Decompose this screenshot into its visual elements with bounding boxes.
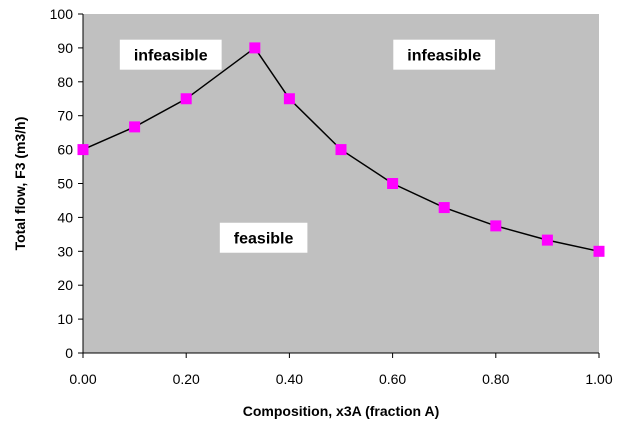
x-tick-label: 0.80 [482, 371, 509, 387]
data-point-marker [180, 93, 192, 105]
region-label-box [119, 39, 222, 70]
x-tick-label: 0.00 [69, 371, 96, 387]
region-label-box [393, 39, 496, 70]
y-tick-label: 40 [57, 209, 73, 225]
series-markers [77, 42, 605, 257]
region-labels: infeasible infeasible feasible [119, 39, 496, 253]
region-label: infeasible [393, 39, 496, 70]
y-tick-label: 90 [57, 40, 73, 56]
data-point-marker [593, 245, 605, 257]
data-point-marker [438, 202, 450, 214]
x-tick-label: 1.00 [585, 371, 612, 387]
region-label-text: feasible [234, 231, 294, 248]
y-tick-label: 20 [57, 277, 73, 293]
plot-area [83, 14, 599, 353]
x-axis-ticks: 0.00 0.20 0.40 0.60 0.80 1.00 [69, 353, 613, 387]
region-label: feasible [219, 222, 308, 253]
y-axis-ticks: 0 10 20 30 40 50 60 70 80 90 100 [50, 6, 83, 361]
y-axis-title: Total flow, F3 (m3/h) [12, 117, 28, 251]
data-point-marker [490, 220, 502, 232]
data-point-marker [129, 121, 141, 133]
x-tick-label: 0.20 [173, 371, 200, 387]
data-point-marker [541, 234, 553, 246]
data-point-marker [77, 144, 89, 156]
region-label-box [219, 222, 308, 253]
x-axis-title: Composition, x3A (fraction A) [243, 403, 440, 419]
y-tick-label: 100 [50, 6, 74, 22]
x-tick-label: 0.40 [276, 371, 303, 387]
y-tick-label: 0 [65, 345, 73, 361]
y-tick-label: 70 [57, 108, 73, 124]
data-point-marker [249, 42, 261, 54]
x-tick-label: 0.60 [379, 371, 406, 387]
region-label: infeasible [119, 39, 222, 70]
y-tick-label: 30 [57, 243, 73, 259]
data-point-marker [335, 144, 347, 156]
y-tick-label: 10 [57, 311, 73, 327]
y-tick-label: 50 [57, 176, 73, 192]
y-tick-label: 80 [57, 74, 73, 90]
region-label-text: infeasible [134, 48, 208, 65]
y-tick-label: 60 [57, 142, 73, 158]
data-point-marker [387, 178, 399, 189]
region-label-text: infeasible [407, 48, 481, 65]
data-point-marker [283, 93, 295, 105]
